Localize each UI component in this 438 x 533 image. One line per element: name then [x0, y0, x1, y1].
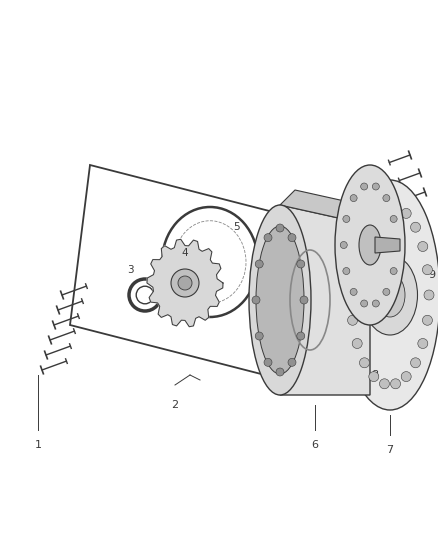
Circle shape: [350, 288, 357, 295]
Circle shape: [346, 290, 356, 300]
Circle shape: [276, 224, 284, 232]
Circle shape: [360, 358, 370, 368]
Circle shape: [391, 379, 400, 389]
Text: 2: 2: [171, 400, 179, 410]
Circle shape: [383, 288, 390, 295]
Circle shape: [352, 338, 362, 349]
Circle shape: [348, 316, 357, 325]
Polygon shape: [375, 237, 400, 253]
Circle shape: [352, 241, 362, 252]
Text: 6: 6: [311, 440, 318, 450]
Text: 4: 4: [182, 248, 188, 258]
Ellipse shape: [340, 180, 438, 410]
Text: 7: 7: [386, 445, 394, 455]
Circle shape: [300, 296, 308, 304]
Text: 8: 8: [371, 370, 378, 380]
Ellipse shape: [363, 255, 417, 335]
Text: 5: 5: [234, 222, 240, 232]
Circle shape: [178, 276, 192, 290]
Ellipse shape: [249, 205, 311, 395]
Polygon shape: [147, 239, 223, 327]
Ellipse shape: [375, 273, 405, 317]
Circle shape: [391, 201, 400, 211]
Circle shape: [410, 222, 420, 232]
Circle shape: [418, 338, 428, 349]
Circle shape: [264, 233, 272, 241]
Circle shape: [288, 233, 296, 241]
Circle shape: [360, 222, 370, 232]
Circle shape: [372, 300, 379, 307]
Circle shape: [383, 195, 390, 201]
Circle shape: [171, 269, 199, 297]
Circle shape: [255, 260, 263, 268]
Circle shape: [340, 241, 347, 248]
Circle shape: [297, 260, 305, 268]
Circle shape: [401, 208, 411, 219]
Circle shape: [372, 183, 379, 190]
Circle shape: [422, 265, 432, 274]
Circle shape: [369, 208, 379, 219]
Circle shape: [418, 241, 428, 252]
Circle shape: [360, 183, 367, 190]
Circle shape: [264, 358, 272, 366]
Circle shape: [252, 296, 260, 304]
Circle shape: [422, 316, 432, 325]
Circle shape: [424, 290, 434, 300]
Circle shape: [390, 268, 397, 274]
Ellipse shape: [359, 225, 381, 265]
Circle shape: [255, 332, 263, 340]
Circle shape: [401, 372, 411, 382]
Text: 1: 1: [35, 440, 42, 450]
Circle shape: [350, 195, 357, 201]
Circle shape: [393, 241, 400, 248]
Circle shape: [297, 332, 305, 340]
Circle shape: [343, 268, 350, 274]
Circle shape: [379, 201, 389, 211]
Circle shape: [360, 300, 367, 307]
Ellipse shape: [345, 223, 395, 393]
Text: 3: 3: [127, 265, 133, 275]
Ellipse shape: [256, 226, 304, 374]
Circle shape: [288, 358, 296, 366]
Circle shape: [348, 265, 357, 274]
Polygon shape: [280, 190, 385, 225]
Circle shape: [410, 358, 420, 368]
Text: 9: 9: [428, 270, 435, 280]
Polygon shape: [280, 205, 370, 395]
Circle shape: [276, 368, 284, 376]
Circle shape: [369, 372, 379, 382]
Ellipse shape: [335, 165, 405, 325]
Circle shape: [379, 379, 389, 389]
Circle shape: [343, 215, 350, 222]
Circle shape: [390, 215, 397, 222]
